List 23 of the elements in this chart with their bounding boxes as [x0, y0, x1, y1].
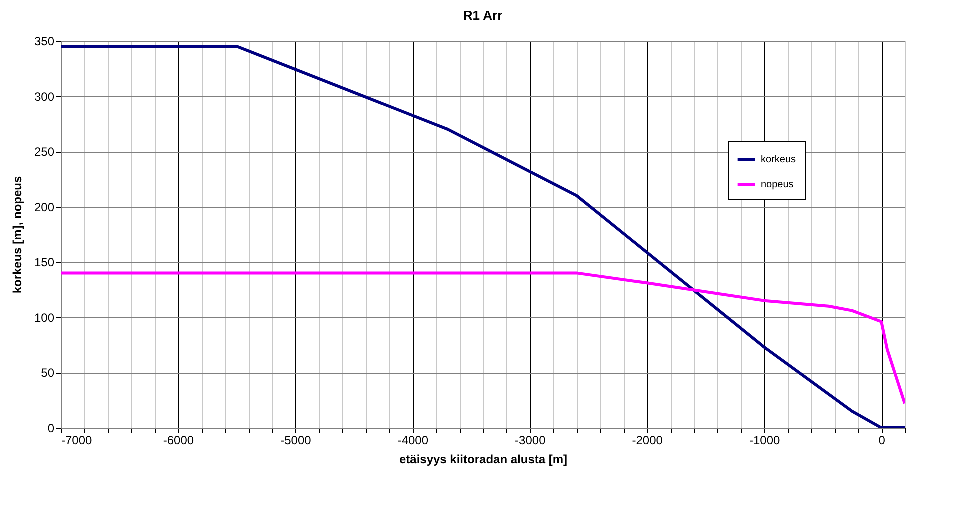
y-tick-label: 0: [48, 422, 55, 436]
y-tick-label: 100: [34, 310, 55, 325]
x-tick-label: 0: [878, 434, 886, 448]
line-series: [61, 45, 905, 428]
x-axis-title: etäisyys kiitoradan alusta [m]: [399, 452, 568, 466]
y-tick-label: 350: [34, 34, 55, 48]
legend-label: nopeus: [761, 180, 794, 190]
y-tick-label: 300: [34, 90, 55, 104]
y-axis-title: korkeus [m], nopeus: [10, 176, 24, 294]
x-tick-label: -7000: [62, 434, 93, 448]
x-tick-label: -2000: [632, 434, 664, 448]
legend-label: korkeus: [761, 154, 796, 166]
x-tick-label: -6000: [163, 434, 194, 448]
x-tick-label: -3000: [515, 434, 546, 448]
x-tick-label: -5000: [280, 434, 312, 448]
chart-title: R1 Arr: [463, 8, 503, 23]
x-tick-label: -4000: [398, 434, 429, 448]
y-tick-label: 50: [41, 366, 55, 380]
y-tick-label: 200: [34, 200, 55, 214]
y-tick-label: 250: [34, 145, 55, 160]
line-series: [61, 272, 905, 406]
y-tick-label: 150: [34, 256, 55, 270]
x-tick-label: -1000: [749, 434, 780, 448]
